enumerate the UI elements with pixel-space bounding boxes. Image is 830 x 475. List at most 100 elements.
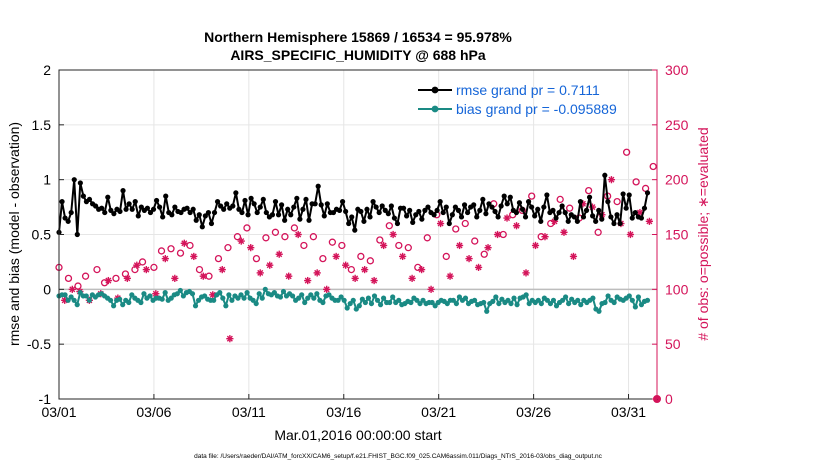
bias-point	[559, 297, 566, 303]
obs-evaluated-marker	[123, 274, 131, 282]
bias-point	[365, 295, 372, 301]
obs-possible-marker	[556, 195, 564, 204]
obs-possible-marker	[347, 265, 356, 274]
obs-possible-marker	[167, 245, 175, 253]
bias-point	[493, 294, 499, 300]
rmse-point	[608, 214, 614, 220]
rmse-point	[620, 191, 626, 197]
rmse-point	[461, 202, 468, 208]
rmse-point	[474, 214, 480, 220]
bias-point	[553, 303, 560, 309]
rmse-point	[272, 199, 279, 205]
bias-point	[359, 296, 365, 302]
left-y-axis: -1 -0.5 0 0.5 1 1.5 2	[27, 62, 64, 407]
bias-point	[629, 297, 635, 303]
rmse-point	[144, 205, 151, 211]
rmse-point	[205, 209, 212, 216]
x-axis: 03/01 03/06 03/11 03/16 03/21 03/26 03/31	[41, 394, 646, 420]
bias-point	[484, 308, 490, 314]
bias-point	[514, 302, 520, 308]
obs-possible-marker	[150, 263, 158, 272]
rmse-point	[611, 220, 617, 227]
rmse-point	[157, 204, 163, 210]
bias-point	[505, 297, 511, 303]
rmse-point	[74, 231, 80, 238]
rmse-point	[629, 215, 635, 221]
bias-point	[177, 287, 183, 294]
obs-evaluated-marker	[446, 272, 454, 280]
bias-point	[220, 295, 226, 301]
bias-point	[602, 299, 608, 306]
rmse-point	[513, 209, 519, 216]
bias-point	[396, 297, 402, 303]
bias-point	[544, 297, 551, 303]
rmse-point	[169, 212, 175, 218]
rmse-point	[422, 207, 428, 213]
obs-possible-marker	[252, 254, 261, 263]
rmse-point	[388, 203, 394, 209]
bias-point	[414, 297, 420, 303]
bias-point	[235, 295, 241, 301]
obs-possible-marker	[93, 265, 101, 274]
bias-point	[129, 292, 135, 298]
rmse-point	[120, 188, 126, 194]
rmse-point	[614, 212, 620, 218]
rmse-point	[492, 208, 498, 215]
rmse-point	[596, 207, 602, 213]
obs-possible-marker	[385, 222, 393, 230]
legend-rmse-marker	[431, 86, 439, 94]
rmse-point	[626, 192, 632, 198]
rmse-point	[68, 209, 74, 216]
bias-point	[147, 293, 153, 299]
obs-possible-marker	[309, 233, 318, 241]
rmse-point	[65, 218, 71, 224]
bias-point	[77, 290, 83, 296]
obs-possible-marker	[461, 219, 469, 228]
obs-evaluated-marker	[493, 230, 502, 239]
obs-possible-marker	[632, 178, 640, 186]
obs-evaluated-marker	[361, 265, 369, 274]
rmse-point	[565, 218, 571, 224]
rmse-point	[550, 207, 556, 213]
bias-point	[490, 298, 496, 304]
obs-evaluated-marker	[237, 237, 245, 245]
rmse-point	[532, 213, 538, 219]
rmse-point	[440, 209, 446, 216]
rmse-point	[379, 203, 385, 209]
rmse-point	[446, 220, 452, 227]
rmse-point	[202, 213, 208, 219]
bias-point	[259, 295, 265, 301]
bias-point	[635, 294, 642, 300]
bias-point	[511, 295, 517, 301]
obs-possible-marker	[452, 225, 460, 233]
obs-evaluated-marker	[389, 230, 397, 239]
rmse-point	[233, 190, 239, 196]
bias-point	[256, 291, 262, 297]
obs-evaluated-marker	[226, 335, 234, 343]
bias-point	[174, 291, 180, 297]
bias-point	[305, 295, 311, 301]
bias-point	[168, 295, 174, 301]
obs-evaluated-marker	[626, 230, 635, 239]
obs-evaluated-marker	[275, 250, 283, 258]
bias-point	[371, 293, 378, 299]
x-tick-label: 03/06	[136, 404, 171, 420]
rmse-point	[495, 214, 501, 220]
rmse-point	[318, 202, 324, 208]
obs-evaluated-marker	[465, 255, 473, 263]
bias-point	[596, 308, 602, 314]
bias-point	[526, 300, 532, 307]
rmse-point	[449, 212, 455, 218]
bias-point	[550, 297, 557, 303]
obs-evaluated-marker	[190, 252, 198, 261]
rmse-point	[99, 205, 105, 211]
obs-possible-marker	[404, 244, 412, 252]
rmse-point	[300, 206, 306, 212]
bias-point	[611, 299, 617, 306]
rmse-point	[504, 201, 510, 207]
rmse-point	[242, 197, 248, 204]
bias-point	[390, 294, 396, 300]
rmse-point	[346, 220, 352, 227]
bias-point	[432, 303, 438, 309]
bias-point	[314, 291, 320, 297]
